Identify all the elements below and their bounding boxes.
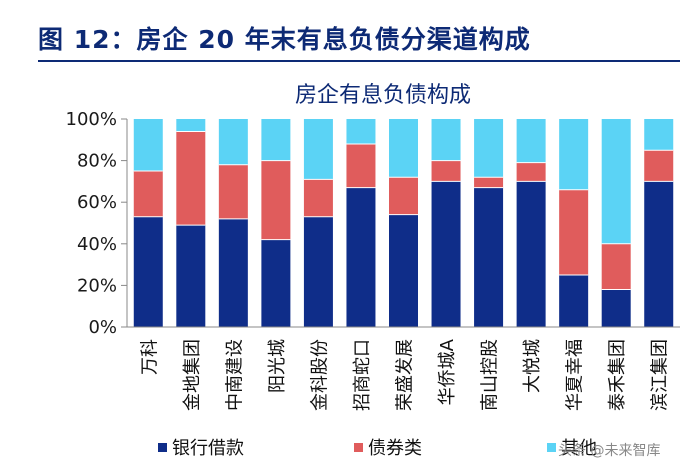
bar-银行借款-荣盛发展 xyxy=(389,214,418,327)
y-tick-label: 0% xyxy=(88,317,117,338)
x-category-label: 南山控股 xyxy=(480,339,501,411)
bar-债券类-华侨城A xyxy=(431,160,461,182)
bar-其他-华夏幸福 xyxy=(559,119,589,190)
bar-债券类-阳光城 xyxy=(261,160,291,240)
bar-其他-南山控股 xyxy=(474,119,504,178)
x-category-label: 华侨城A xyxy=(437,338,458,405)
x-category-label: 荣盛发展 xyxy=(395,339,416,411)
bar-银行借款-招商蛇口 xyxy=(346,187,376,327)
bar-其他-泰禾集团 xyxy=(601,119,631,244)
bar-债券类-大悦城 xyxy=(516,162,546,182)
bar-债券类-南山控股 xyxy=(474,177,504,188)
bar-银行借款-大悦城 xyxy=(516,181,546,327)
bar-债券类-中南建设 xyxy=(218,164,248,219)
bar-其他-万科 xyxy=(133,119,163,171)
legend-swatch xyxy=(158,443,167,452)
x-category-label: 阳光城 xyxy=(267,339,288,393)
bar-债券类-华夏幸福 xyxy=(559,189,589,275)
bar-银行借款-中南建设 xyxy=(218,218,248,327)
figure-title: 图 12：房企 20 年末有息负债分渠道构成 xyxy=(38,25,531,54)
bar-银行借款-南山控股 xyxy=(474,187,504,327)
bar-银行借款-泰禾集团 xyxy=(601,289,631,327)
x-category-label: 泰禾集团 xyxy=(607,339,628,411)
bar-债券类-万科 xyxy=(133,171,163,217)
bar-债券类-金地集团 xyxy=(176,131,206,226)
bar-债券类-金科股份 xyxy=(303,179,333,217)
watermark: 头条 @未来智库 xyxy=(558,443,661,459)
x-category-label: 滨江集团 xyxy=(650,339,671,411)
bar-银行借款-万科 xyxy=(133,216,163,327)
x-category-label: 华夏幸福 xyxy=(565,339,586,411)
x-category-label: 中南建设 xyxy=(224,339,245,411)
legend-label: 银行借款 xyxy=(172,438,244,459)
y-tick-label: 80% xyxy=(77,151,117,172)
bar-其他-金科股份 xyxy=(303,119,333,180)
y-tick-label: 40% xyxy=(77,234,117,255)
bar-其他-金地集团 xyxy=(176,119,206,132)
bar-其他-大悦城 xyxy=(516,119,546,163)
x-category-label: 大悦城 xyxy=(522,339,543,393)
x-category-label: 招商蛇口 xyxy=(352,339,373,411)
bar-其他-中南建设 xyxy=(218,119,248,165)
legend-swatch xyxy=(354,443,363,452)
bar-银行借款-华夏幸福 xyxy=(559,275,589,327)
bar-银行借款-华侨城A xyxy=(431,181,461,327)
bar-债券类-招商蛇口 xyxy=(346,143,376,188)
chart-title: 房企有息负债构成 xyxy=(295,83,471,108)
bar-银行借款-滨江集团 xyxy=(644,181,674,327)
bar-银行借款-阳光城 xyxy=(261,239,291,327)
y-tick-label: 20% xyxy=(77,275,117,296)
bar-其他-华侨城A xyxy=(431,119,461,161)
x-category-label: 金科股份 xyxy=(309,339,330,411)
legend-swatch xyxy=(547,443,556,452)
x-category-label: 万科 xyxy=(139,339,160,375)
y-tick-label: 100% xyxy=(66,109,117,130)
bar-其他-招商蛇口 xyxy=(346,119,376,144)
bar-债券类-荣盛发展 xyxy=(389,177,418,215)
bar-银行借款-金科股份 xyxy=(303,216,333,327)
bar-其他-荣盛发展 xyxy=(389,119,418,178)
x-category-label: 金地集团 xyxy=(182,339,203,411)
legend-label: 债券类 xyxy=(368,438,422,459)
bar-其他-滨江集团 xyxy=(644,119,674,151)
legend-label: 其他 xyxy=(561,438,597,459)
bar-债券类-泰禾集团 xyxy=(601,243,631,290)
title-rule xyxy=(38,60,680,62)
bar-其他-阳光城 xyxy=(261,119,291,161)
bar-银行借款-金地集团 xyxy=(176,225,206,327)
y-tick-label: 60% xyxy=(77,192,117,213)
bar-债券类-滨江集团 xyxy=(644,150,674,182)
